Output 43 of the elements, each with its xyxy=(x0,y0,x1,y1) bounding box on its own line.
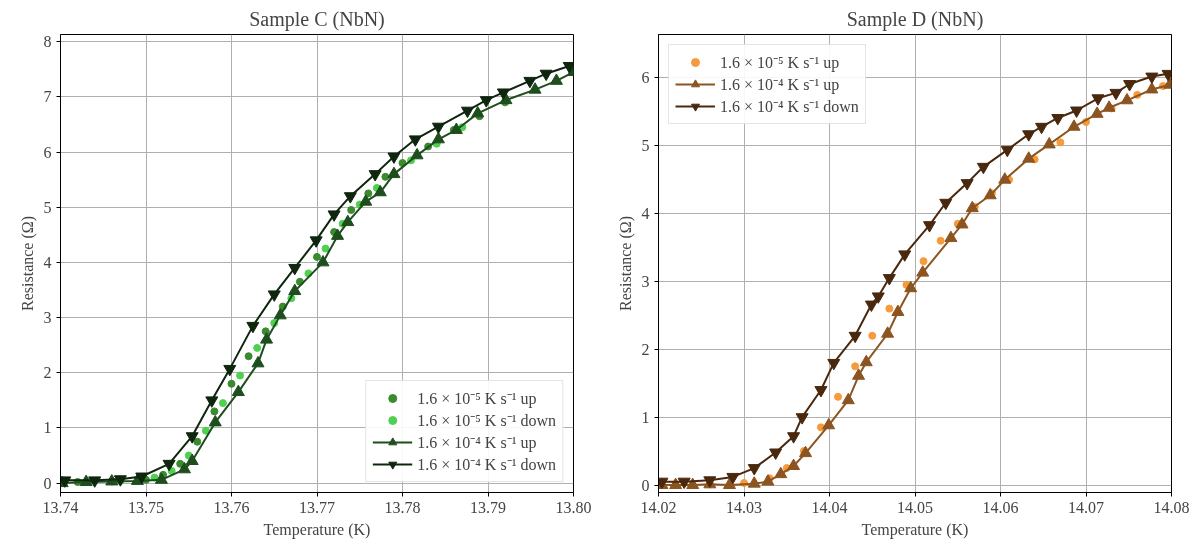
y-tick-label: 4 xyxy=(43,253,52,271)
x-axis-title: Temperature (K) xyxy=(861,520,969,539)
y-tick-label: 0 xyxy=(43,474,52,492)
y-tick-label: 4 xyxy=(641,205,650,223)
y-tick-label: 2 xyxy=(43,364,52,382)
x-tick-label: 14.06 xyxy=(982,498,1019,516)
y-tick-label: 0 xyxy=(641,476,650,494)
y-tick-label: 3 xyxy=(641,272,650,290)
legend-label: 1.6 × 10⁻⁴ K s⁻¹ up xyxy=(417,433,537,453)
legend-label: 1.6 × 10⁻⁴ K s⁻¹ up xyxy=(720,75,840,95)
legend-label: 1.6 × 10⁻⁴ K s⁻¹ down xyxy=(720,97,859,117)
x-tick-label: 14.03 xyxy=(726,498,762,516)
y-tick-label: 5 xyxy=(641,137,650,155)
y-tick-label: 6 xyxy=(641,69,650,87)
y-tick-label: 3 xyxy=(43,309,52,327)
x-tick-label: 14.02 xyxy=(640,498,677,516)
y-tick-label: 2 xyxy=(641,340,650,358)
x-axis-title: Temperature (K) xyxy=(263,520,371,539)
y-tick-label: 7 xyxy=(43,88,52,106)
x-tick-label: 13.80 xyxy=(555,498,592,516)
chart-title: Sample D (NbN) xyxy=(846,7,984,31)
legend-label: 1.6 × 10⁻⁵ K s⁻¹ up xyxy=(720,53,840,73)
legend-label: 1.6 × 10⁻⁵ K s⁻¹ up xyxy=(417,389,537,409)
x-tick-label: 13.77 xyxy=(299,498,335,516)
x-tick-label: 13.75 xyxy=(128,498,164,516)
legend-label: 1.6 × 10⁻⁴ K s⁻¹ down xyxy=(417,455,556,475)
y-tick-label: 8 xyxy=(43,33,52,51)
x-tick-label: 14.04 xyxy=(811,498,848,516)
y-axis-title: Resistance (Ω) xyxy=(616,216,635,311)
y-axis-title: Resistance (Ω) xyxy=(18,216,37,311)
x-tick-label: 14.08 xyxy=(1153,498,1190,516)
x-tick-label: 13.79 xyxy=(470,498,506,516)
x-tick-label: 14.05 xyxy=(897,498,933,516)
legend-label: 1.6 × 10⁻⁵ K s⁻¹ down xyxy=(417,411,556,431)
y-tick-label: 1 xyxy=(43,419,52,437)
y-tick-label: 6 xyxy=(43,143,52,161)
x-tick-label: 14.07 xyxy=(1068,498,1104,516)
y-tick-label: 1 xyxy=(641,408,650,426)
chart-title: Sample C (NbN) xyxy=(249,7,385,31)
y-tick-label: 5 xyxy=(43,198,52,216)
x-tick-label: 13.78 xyxy=(384,498,421,516)
x-tick-label: 13.74 xyxy=(42,498,79,516)
x-tick-label: 13.76 xyxy=(213,498,250,516)
